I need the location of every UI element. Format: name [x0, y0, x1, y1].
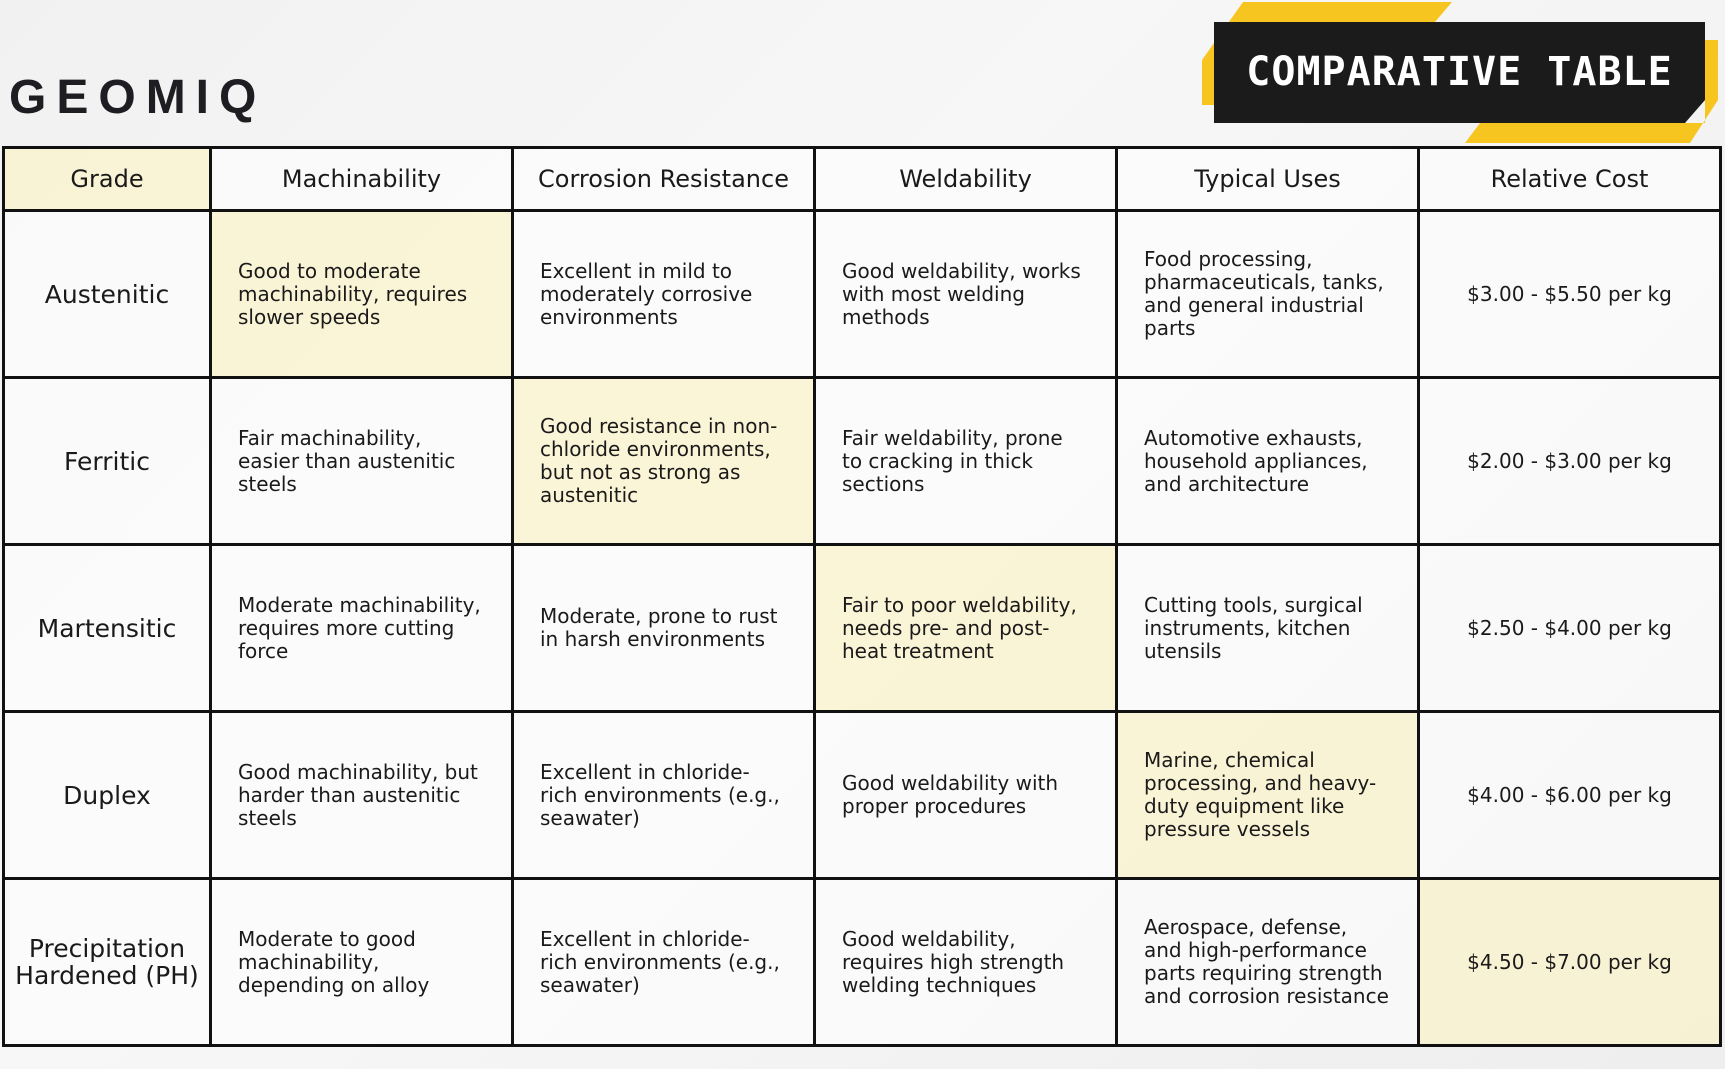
- table-cell: Marine, chemical processing, and heavy-d…: [1115, 710, 1420, 880]
- table-cell: Good machinability, but harder than aust…: [209, 710, 514, 880]
- column-header: Corrosion Resistance: [511, 146, 816, 212]
- table-row: Austenitic Good to moderate machinability…: [2, 209, 1722, 379]
- column-header: Grade: [2, 146, 212, 212]
- column-header: Machinability: [209, 146, 514, 212]
- table-cell: Cutting tools, surgical instruments, kit…: [1115, 543, 1420, 713]
- table-cell: Fair to poor weldability, needs pre- and…: [813, 543, 1118, 713]
- table-cell: Automotive exhausts, household appliance…: [1115, 376, 1420, 546]
- table-row: Duplex Good machinability, but harder tha…: [2, 710, 1722, 880]
- grade-cell: Austenitic: [2, 209, 212, 379]
- table-cell: Good weldability with proper procedures: [813, 710, 1118, 880]
- table-cell: Fair weldability, prone to cracking in t…: [813, 376, 1118, 546]
- table-cell: Good to moderate machinability, requires…: [209, 209, 514, 379]
- table-row: Martensitic Moderate machinability, requi…: [2, 543, 1722, 713]
- table-cell: Excellent in chloride-rich environments …: [511, 877, 816, 1047]
- banner-title: COMPARATIVE TABLE: [1246, 49, 1673, 95]
- grade-cell: Precipitation Hardened (PH): [2, 877, 212, 1047]
- table-cell: Good weldability, works with most weldin…: [813, 209, 1118, 379]
- comparison-table: Grade Machinability Corrosion Resistance We…: [2, 146, 1722, 1047]
- table-row: Ferritic Fair machinability, easier than …: [2, 376, 1722, 546]
- table-cell: Excellent in mild to moderately corrosiv…: [511, 209, 816, 379]
- column-header: Relative Cost: [1417, 146, 1722, 212]
- table-cell: $2.50 - $4.00 per kg: [1417, 543, 1722, 713]
- table-row: Precipitation Hardened (PH) Moderate to g…: [2, 877, 1722, 1047]
- table-cell: $2.00 - $3.00 per kg: [1417, 376, 1722, 546]
- table-cell: $4.50 - $7.00 per kg: [1417, 877, 1722, 1047]
- grade-cell: Duplex: [2, 710, 212, 880]
- table-cell: Moderate, prone to rust in harsh environ…: [511, 543, 816, 713]
- table-cell: Moderate to good machinability, dependin…: [209, 877, 514, 1047]
- logo: GEOMIQ: [9, 71, 267, 124]
- table-cell: Good resistance in non-chloride environm…: [511, 376, 816, 546]
- table-cell: $4.00 - $6.00 per kg: [1417, 710, 1722, 880]
- table-cell: $3.00 - $5.50 per kg: [1417, 209, 1722, 379]
- banner: [1202, 2, 1718, 143]
- header-row: Grade Machinability Corrosion Resistance We…: [2, 146, 1722, 212]
- table-cell: Fair machinability, easier than austenit…: [209, 376, 514, 546]
- column-header: Typical Uses: [1115, 146, 1420, 212]
- grade-cell: Martensitic: [2, 543, 212, 713]
- table-cell: Good weldability, requires high strength…: [813, 877, 1118, 1047]
- column-header: Weldability: [813, 146, 1118, 212]
- table-cell: Food processing, pharmaceuticals, tanks,…: [1115, 209, 1420, 379]
- grade-cell: Ferritic: [2, 376, 212, 546]
- table-cell: Excellent in chloride-rich environments …: [511, 710, 816, 880]
- table-cell: Moderate machinability, requires more cu…: [209, 543, 514, 713]
- table-cell: Aerospace, defense, and high-performance…: [1115, 877, 1420, 1047]
